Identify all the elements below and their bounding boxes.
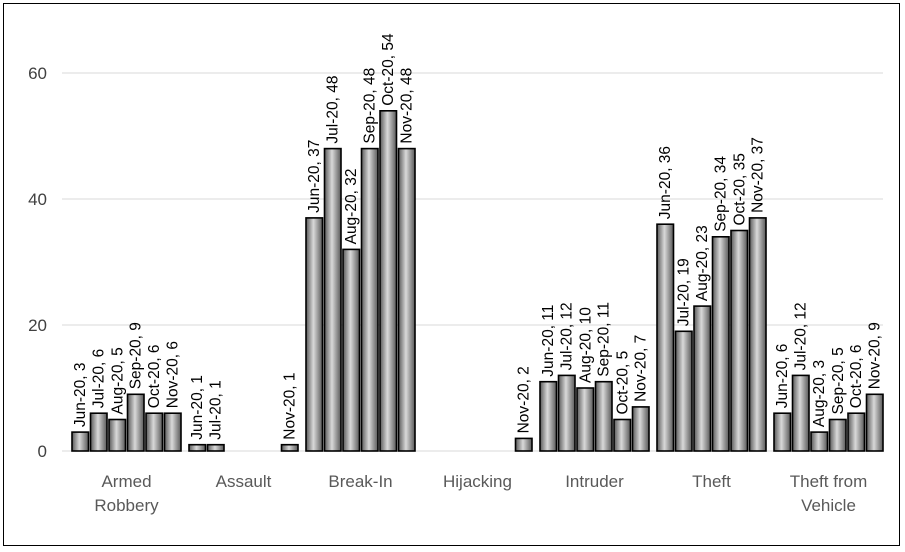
bar-oct-20-2 bbox=[379, 110, 398, 452]
data-label: Oct-20, 6 bbox=[848, 344, 865, 408]
bar-aug-20-5 bbox=[693, 305, 712, 452]
data-label: Jul-20, 6 bbox=[91, 349, 108, 408]
data-label: Oct-20, 5 bbox=[614, 351, 631, 415]
category-label: Robbery bbox=[94, 496, 159, 515]
bar-jul-20-4 bbox=[557, 374, 576, 452]
data-label: Aug-20, 23 bbox=[694, 225, 711, 301]
category-label: Vehicle bbox=[801, 496, 856, 515]
data-label: Sep-20, 48 bbox=[362, 68, 379, 144]
bars bbox=[71, 110, 884, 452]
bar-jun-20-2 bbox=[305, 217, 324, 452]
bar-aug-20-0 bbox=[108, 418, 127, 452]
category-label: Intruder bbox=[565, 472, 624, 491]
data-label: Aug-20, 10 bbox=[577, 307, 594, 383]
bar-nov-20-4 bbox=[631, 406, 650, 452]
bar-aug-20-2 bbox=[342, 248, 361, 452]
data-label: Sep-20, 34 bbox=[713, 156, 730, 232]
data-label: Jun-20, 6 bbox=[774, 344, 791, 409]
y-tick-label: 40 bbox=[28, 190, 47, 209]
data-label: Aug-20, 5 bbox=[109, 347, 126, 414]
y-tick-label: 20 bbox=[28, 316, 47, 335]
data-label: Jun-20, 36 bbox=[657, 146, 674, 219]
bar-aug-20-6 bbox=[810, 431, 829, 452]
bar-sep-20-4 bbox=[594, 380, 613, 452]
bar-nov-20-1 bbox=[280, 443, 299, 452]
data-label: Aug-20, 3 bbox=[811, 360, 828, 427]
data-label: Jul-20, 1 bbox=[208, 380, 225, 439]
bar-aug-20-4 bbox=[576, 387, 595, 452]
data-label: Nov-20, 1 bbox=[282, 372, 299, 439]
bar-jul-20-0 bbox=[89, 412, 108, 452]
bar-oct-20-5 bbox=[730, 229, 749, 452]
data-label: Jul-20, 48 bbox=[325, 76, 342, 144]
category-label: Theft from bbox=[790, 472, 867, 491]
data-label: Sep-20, 5 bbox=[830, 347, 847, 414]
bar-jul-20-2 bbox=[323, 147, 342, 452]
data-label: Nov-20, 48 bbox=[399, 68, 416, 144]
data-label: Aug-20, 32 bbox=[343, 169, 360, 245]
bar-jul-20-6 bbox=[791, 374, 810, 452]
bar-nov-20-0 bbox=[163, 412, 182, 452]
category-label: Hijacking bbox=[443, 472, 512, 491]
data-label: Nov-20, 37 bbox=[750, 137, 767, 213]
data-label: Sep-20, 9 bbox=[128, 322, 145, 389]
bar-jun-20-0 bbox=[71, 431, 90, 452]
data-label: Nov-20, 9 bbox=[867, 322, 884, 389]
bar-nov-20-2 bbox=[397, 147, 416, 452]
bar-nov-20-5 bbox=[748, 217, 767, 452]
y-tick-label: 0 bbox=[38, 442, 47, 461]
category-label: Theft bbox=[692, 472, 731, 491]
bar-jul-20-1 bbox=[206, 443, 225, 452]
bar-sep-20-5 bbox=[711, 236, 730, 452]
data-labels: Jun-20, 3 Jul-20, 6 Aug-20, 5 Sep-20, 9 Oct-… bbox=[72, 33, 884, 440]
category-label: Armed bbox=[101, 472, 151, 491]
category-labels: Armed Robbery Assault Break-In Hijacking Intr… bbox=[94, 472, 867, 515]
bar-sep-20-0 bbox=[126, 393, 145, 452]
data-label: Jul-20, 12 bbox=[559, 302, 576, 370]
bar-oct-20-0 bbox=[145, 412, 164, 452]
bar-jun-20-6 bbox=[773, 412, 792, 452]
bar-jun-20-5 bbox=[656, 223, 675, 452]
data-label: Nov-20, 6 bbox=[165, 341, 182, 408]
bar-jul-20-5 bbox=[674, 330, 693, 452]
bar-nov-20-3 bbox=[514, 437, 533, 452]
data-label: Jun-20, 11 bbox=[540, 305, 557, 377]
bar-sep-20-6 bbox=[828, 418, 847, 452]
data-label: Jun-20, 3 bbox=[72, 362, 89, 427]
data-label: Oct-20, 35 bbox=[731, 153, 748, 225]
y-axis-ticks: 0 20 40 60 bbox=[28, 64, 47, 461]
data-label: Nov-20, 2 bbox=[516, 366, 533, 433]
data-label: Sep-20, 11 bbox=[596, 302, 613, 377]
bar-sep-20-2 bbox=[360, 147, 379, 452]
data-label: Oct-20, 6 bbox=[146, 344, 163, 408]
bar-oct-20-4 bbox=[613, 418, 632, 452]
data-label: Jul-20, 12 bbox=[793, 302, 810, 370]
bar-jun-20-4 bbox=[539, 380, 558, 452]
data-label: Nov-20, 7 bbox=[633, 335, 650, 402]
category-label: Assault bbox=[216, 472, 272, 491]
y-tick-label: 60 bbox=[28, 64, 47, 83]
data-label: Jun-20, 1 bbox=[189, 375, 206, 440]
data-label: Oct-20, 54 bbox=[380, 33, 397, 106]
data-label: Jul-20, 19 bbox=[676, 258, 693, 326]
bar-oct-20-6 bbox=[847, 412, 866, 452]
category-label: Break-In bbox=[328, 472, 392, 491]
bar-nov-20-6 bbox=[865, 393, 884, 452]
data-label: Jun-20, 37 bbox=[306, 140, 323, 213]
bar-jun-20-1 bbox=[188, 443, 207, 452]
